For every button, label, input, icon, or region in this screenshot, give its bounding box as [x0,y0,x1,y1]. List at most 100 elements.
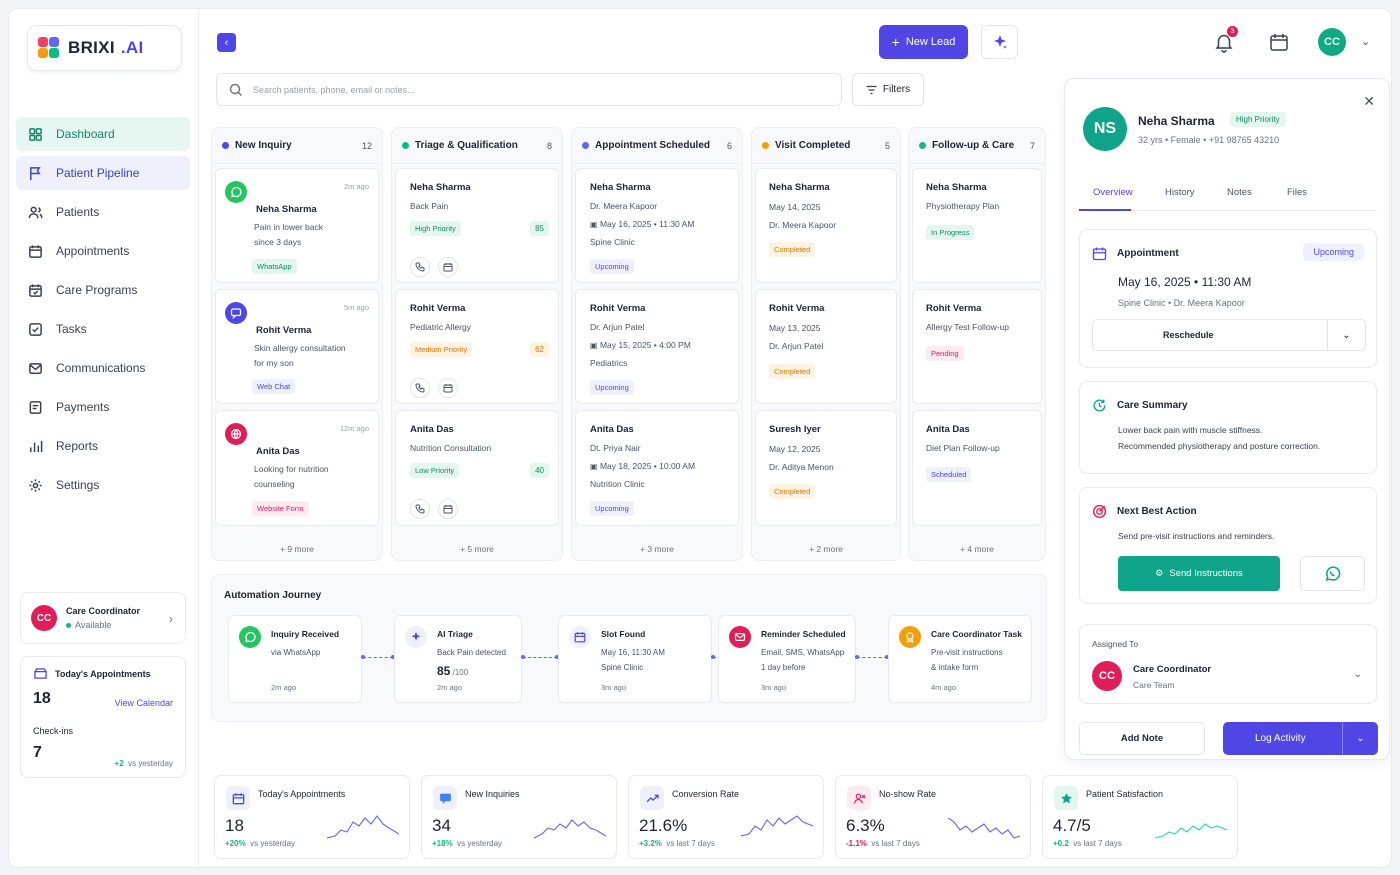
journey-step-slot-found[interactable]: Slot Found May 16, 11:30 AM Spine Clinic… [558,615,712,703]
lead-card[interactable]: Anita Das Diet Plan Follow-up Scheduled [912,410,1042,526]
step-title: Inquiry Received [271,629,340,639]
reschedule-button[interactable]: Reschedule ⌄ [1092,319,1366,351]
call-button[interactable] [410,499,430,519]
lead-card[interactable]: Anita Das Dt. Priya Nair ▣ May 18, 2025 … [575,410,739,526]
user-avatar-button[interactable]: CC [1318,28,1346,56]
assigned-to-card[interactable]: Assigned To CC Care Coordinator Care Tea… [1079,624,1377,704]
log-activity-button[interactable]: Log Activity ⌄ [1223,722,1378,755]
source-badge: Web Chat [252,379,296,394]
show-more-link[interactable]: + 5 more [460,544,494,554]
stat-conversion-rate[interactable]: Conversion Rate 21.6% +3.2% vs last 7 da… [628,775,824,859]
lead-card[interactable]: Anita Das Nutrition Consultation Low Pri… [395,410,559,526]
chevron-down-icon[interactable]: ⌄ [1342,722,1378,755]
schedule-button[interactable] [438,257,458,277]
stat-value: 18 [225,816,244,835]
journey-step-inquiry[interactable]: Inquiry Received via WhatsApp 2m ago [228,615,362,703]
call-button[interactable] [410,257,430,277]
inquiry-line-2: for my son [254,358,294,368]
nav-item-settings[interactable]: Settings [16,468,190,502]
filters-button[interactable]: Filters [852,73,924,106]
user-name: Care Coordinator [66,606,141,616]
nav-item-payments[interactable]: Payments [16,390,190,424]
patient-name: Rohit Verma [926,303,982,314]
lead-card[interactable]: Neha Sharma Dr. Meera Kapoor ▣ May 16, 2… [575,168,739,283]
stat-patient-satisfaction[interactable]: Patient Satisfaction 4.7/5 +0.2 vs last … [1042,775,1238,859]
show-more-link[interactable]: + 9 more [280,544,314,554]
triage-score: 85 [530,221,549,236]
lead-card[interactable]: Rohit Verma Allergy Test Follow-up Pendi… [912,289,1042,404]
whatsapp-button[interactable] [1300,556,1365,591]
lead-card[interactable]: 2m ago Neha Sharma Pain in lower back si… [215,168,379,283]
nav-item-appointments[interactable]: Appointments [16,234,190,268]
lead-card[interactable]: Rohit Verma Pediatric Allergy Medium Pri… [395,289,559,404]
nav-label: Dashboard [56,127,115,141]
collapse-sidebar-button[interactable]: ‹ [217,33,236,52]
bar-chart-icon [30,440,43,452]
nav-item-patient-pipeline[interactable]: Patient Pipeline [16,156,190,190]
nav-item-patients[interactable]: Patients [16,195,190,229]
stat-new-inquiries[interactable]: New Inquiries 34 +18% vs yesterday [421,775,617,859]
add-note-button[interactable]: Add Note [1079,722,1205,755]
lead-card[interactable]: 5m ago Rohit Verma Skin allergy consulta… [215,289,379,404]
chevron-right-icon: › [169,612,173,626]
view-calendar-link[interactable]: View Calendar [114,698,173,708]
tab-history[interactable]: History [1165,187,1195,198]
show-more-link[interactable]: + 3 more [640,544,674,554]
lead-card[interactable]: Neha Sharma May 14, 2025 Dr. Meera Kapoo… [755,168,897,283]
lead-card[interactable]: Rohit Verma Dr. Arjun Patel ▣ May 15, 20… [575,289,739,404]
lead-card[interactable]: Suresh Iyer May 12, 2025 Dr. Aditya Meno… [755,410,897,526]
stat-no-show-rate[interactable]: No-show Rate 6.3% -1.1% vs last 7 days [835,775,1031,859]
sidebar: BRIXI .AI Dashboard Patient Pipeline Pati… [9,9,199,867]
close-icon[interactable]: ✕ [1363,93,1375,109]
search-input[interactable] [253,84,813,95]
lead-card[interactable]: Neha Sharma Back Pain High Priority 85 [395,168,559,283]
user-status: Available [66,620,140,630]
tab-overview[interactable]: Overview [1093,187,1133,198]
ai-assist-button[interactable] [981,25,1018,59]
next-best-action-card: Next Best Action Send pre-visit instruct… [1079,487,1377,604]
target-icon [1092,504,1107,519]
today-appointments-card: Today's Appointments 18 View Calendar Ch… [20,656,186,778]
chevron-down-icon[interactable]: ⌄ [1361,36,1371,48]
notifications-button[interactable] [1213,31,1235,53]
chevron-down-icon[interactable]: ⌄ [1353,669,1362,680]
send-instructions-button[interactable]: ⚙ Send Instructions [1118,556,1280,591]
nav-item-care-programs[interactable]: Care Programs [16,273,190,307]
lead-card[interactable]: Rohit Verma May 13, 2025 Dr. Arjun Patel… [755,289,897,404]
brand-logo[interactable]: BRIXI .AI [27,25,182,71]
star-icon [1054,786,1078,810]
journey-step-reminder[interactable]: Reminder Scheduled Email, SMS, WhatsApp … [718,615,856,703]
inquiry-line-2: counseling [254,479,295,489]
lead-card[interactable]: Neha Sharma Physiotherapy Plan In Progre… [912,168,1042,283]
schedule-button[interactable] [438,499,458,519]
source-badge: WhatsApp [252,259,297,274]
lead-card[interactable]: 12m ago Anita Das Looking for nutrition … [215,410,379,526]
calendar-icon [34,668,47,679]
nav-item-tasks[interactable]: Tasks [16,312,190,346]
step-detail: Email, SMS, WhatsApp [761,648,845,657]
status-badge: Upcoming [1303,243,1364,261]
stat-todays-appointments[interactable]: Today's Appointments 18 +20% vs yesterda… [214,775,410,859]
show-more-link[interactable]: + 4 more [960,544,994,554]
journey-step-ai-triage[interactable]: AI Triage Back Pain detected 85 /100 2m … [394,615,522,703]
journey-step-coordinator-task[interactable]: Care Coordinator Task Pre-visit instruct… [888,615,1032,703]
tab-notes[interactable]: Notes [1227,187,1252,198]
department: Nutrition Clinic [590,479,645,489]
tab-files[interactable]: Files [1287,187,1308,198]
calendar-button[interactable] [1269,32,1289,52]
current-user-card[interactable]: CC Care Coordinator Available › [20,592,186,644]
schedule-button[interactable] [438,378,458,398]
new-lead-button[interactable]: + New Lead [879,25,968,59]
stat-delta: -1.1% vs last 7 days [846,839,920,848]
show-more-link[interactable]: + 2 more [809,544,843,554]
nav-item-communications[interactable]: Communications [16,351,190,385]
status-dot-icon [582,142,589,149]
nav-item-dashboard[interactable]: Dashboard [16,117,190,151]
nav-item-reports[interactable]: Reports [16,429,190,463]
call-button[interactable] [410,378,430,398]
globe-icon [225,423,247,445]
chevron-down-icon[interactable]: ⌄ [1327,320,1365,350]
sparkle-icon [993,35,1007,49]
column-visit-completed: Visit Completed 5 Neha Sharma May 14, 202… [751,127,901,561]
department: Spine Clinic [590,237,635,247]
